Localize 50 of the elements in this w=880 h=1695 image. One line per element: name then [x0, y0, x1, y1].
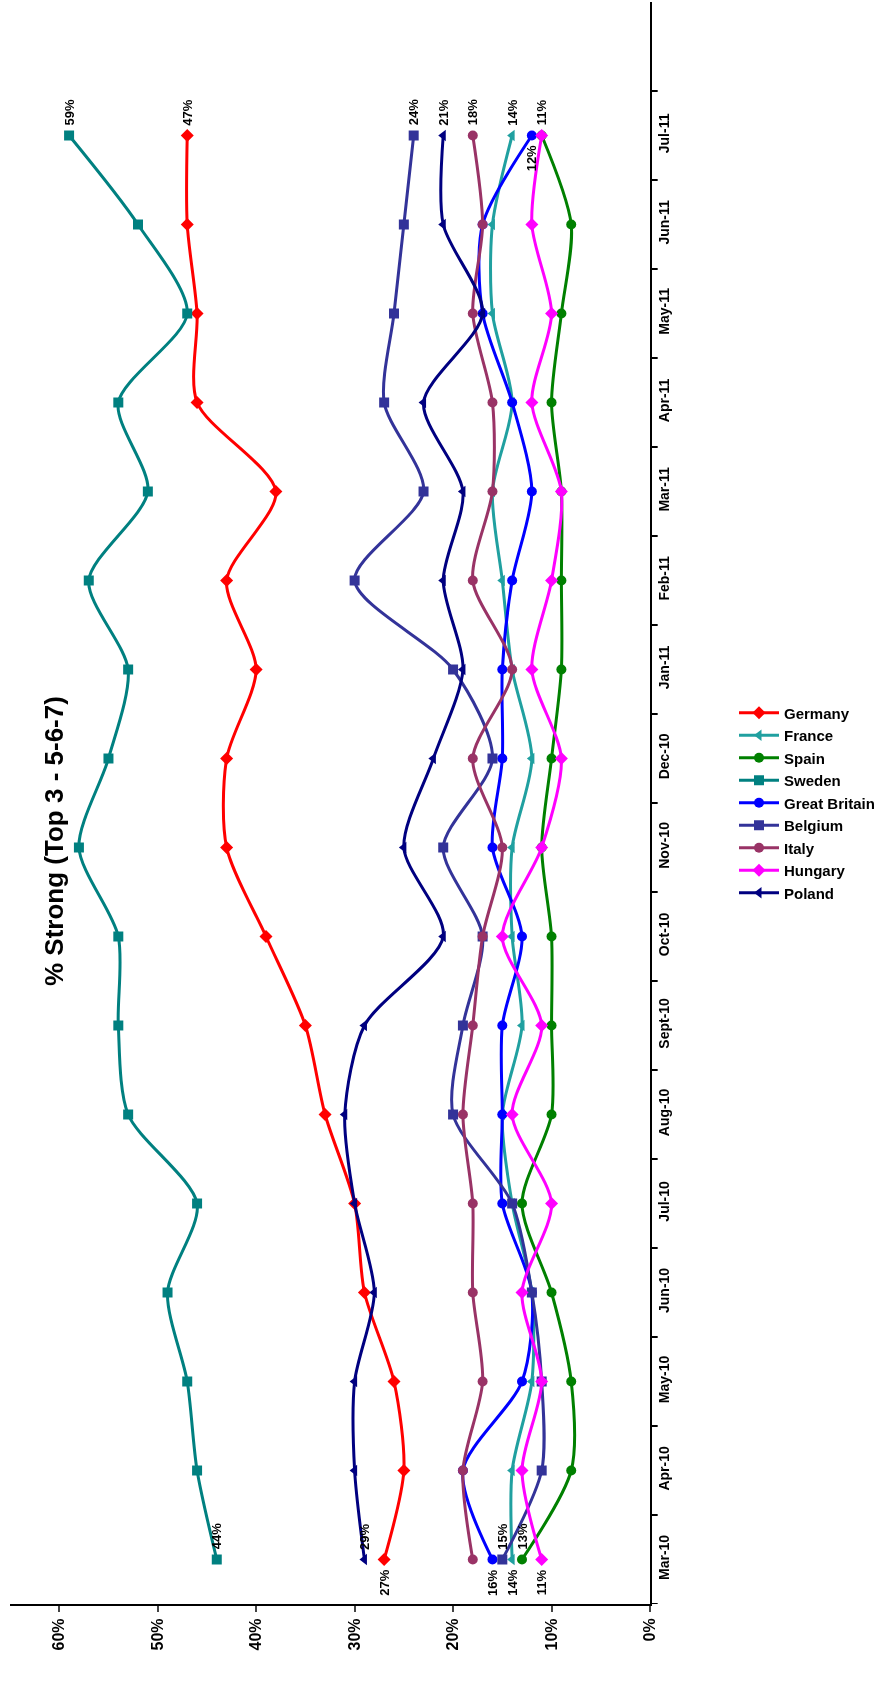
data-label: 14% — [504, 99, 520, 126]
y-tick-label: Jun-10 — [655, 1267, 672, 1313]
legend-label: France — [784, 727, 834, 745]
legend-label: Hungary — [784, 862, 846, 880]
data-label: 13% — [514, 1523, 530, 1550]
x-tick-label: 40% — [247, 1618, 265, 1651]
data-label: 18% — [465, 98, 481, 126]
data-label: 29% — [356, 1523, 372, 1550]
x-tick-label: 50% — [148, 1618, 166, 1651]
legend-label: Belgium — [784, 817, 844, 835]
legend-label: Great Britain — [784, 794, 875, 812]
y-tick-label: Oct-10 — [655, 912, 672, 957]
data-label: 21% — [435, 99, 451, 126]
data-label: 12% — [524, 144, 540, 172]
data-label: 14% — [504, 1569, 520, 1596]
y-tick-label: Mar-10 — [655, 1534, 672, 1580]
legend-label: Spain — [784, 749, 825, 767]
y-tick-label: Jun-11 — [655, 200, 672, 245]
x-tick-label: 30% — [345, 1618, 363, 1651]
x-tick-label: 20% — [444, 1618, 462, 1651]
x-tick-label: 0% — [641, 1618, 659, 1642]
y-tick-label: Dec-10 — [655, 733, 672, 780]
y-tick-label: Jan-11 — [655, 645, 672, 690]
x-tick-label: 10% — [542, 1618, 560, 1651]
y-tick-label: Apr-11 — [655, 378, 672, 423]
data-label: 24% — [406, 98, 422, 126]
legend-label: Germany — [784, 704, 850, 722]
legend-label: Sweden — [784, 772, 841, 790]
data-label: 11% — [534, 1569, 550, 1596]
y-tick-label: Feb-11 — [655, 556, 672, 601]
legend-label: Poland — [784, 884, 835, 902]
y-tick-label: Aug-10 — [655, 1088, 672, 1137]
x-tick-label: 60% — [50, 1618, 68, 1651]
y-tick-label: Sept-10 — [655, 997, 672, 1049]
y-tick-label: May-10 — [655, 1355, 672, 1404]
data-label: 16% — [484, 1569, 500, 1596]
data-label: 27% — [376, 1569, 392, 1596]
legend-label: Italy — [784, 839, 815, 857]
text: % Strong (Top 3 - 5-6-7) — [39, 696, 70, 986]
y-tick-label: Jul-11 — [655, 113, 672, 154]
data-label: 59% — [61, 99, 77, 126]
y-tick-label: May-11 — [655, 287, 672, 335]
y-tick-label: Jul-10 — [655, 1180, 672, 1222]
y-tick-label: Nov-10 — [655, 821, 672, 869]
data-label: 44% — [209, 1522, 225, 1550]
data-label: 47% — [179, 99, 195, 126]
data-label: 15% — [494, 1523, 510, 1550]
y-tick-label: Mar-11 — [655, 467, 672, 512]
y-tick-label: Apr-10 — [655, 1446, 672, 1491]
data-label: 11% — [534, 99, 550, 126]
